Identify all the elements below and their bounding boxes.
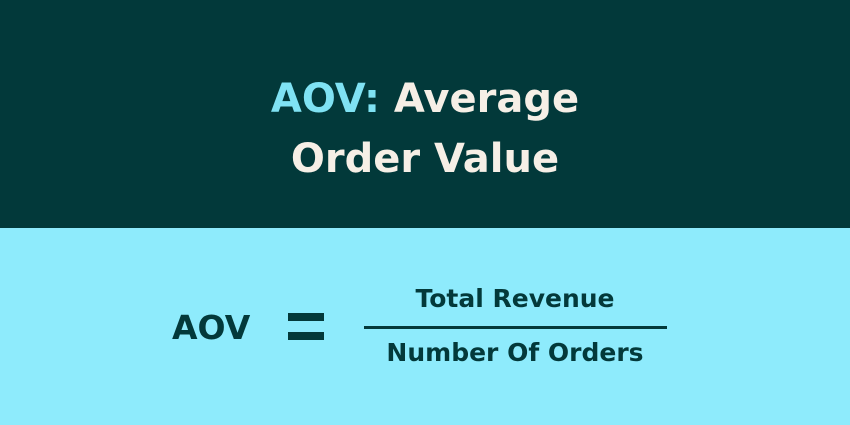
title-line-2: Order Value: [290, 136, 560, 182]
formula-numerator: Total Revenue: [415, 284, 615, 313]
formula-lhs: AOV: [172, 308, 251, 347]
title-line-1-rest: Average: [393, 76, 580, 122]
title-line-1: AOV: Average: [0, 76, 850, 122]
formula-denominator: Number Of Orders: [386, 338, 644, 367]
equals-sign-bottom-bar: [288, 332, 324, 340]
equals-sign-top-bar: [288, 313, 324, 321]
fraction-bar: [364, 326, 667, 329]
header-panel: AOV: Average Order Value: [0, 0, 850, 228]
title-accent: AOV:: [270, 76, 380, 122]
